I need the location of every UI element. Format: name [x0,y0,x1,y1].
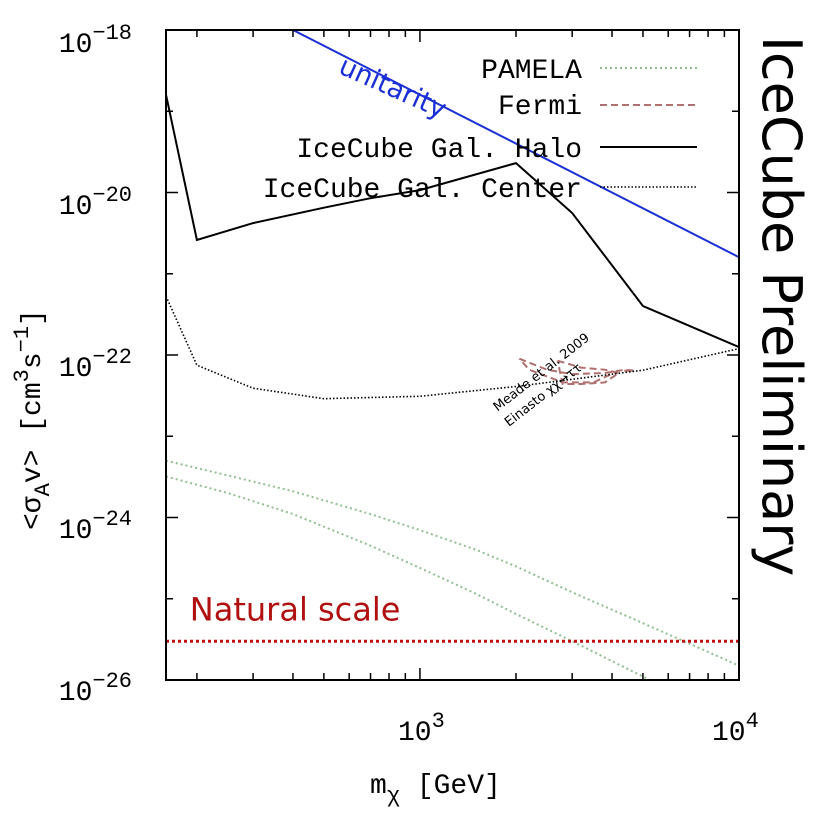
series-icecube-gal-center-line-0 [166,295,739,400]
x-axis-label: mχ [GeV] [370,771,501,809]
legend-label-fermi: Fermi [498,92,582,123]
legend: PAMELA Fermi IceCube Gal. Halo IceCube G… [263,56,697,206]
series-pamela-line-1 [166,459,739,667]
legend-label-center: IceCube Gal. Center [263,175,582,206]
legend-label-pamela: PAMELA [481,56,582,87]
tick-layer [166,29,740,681]
x-tick-label-2: 104 [712,709,759,749]
series-unitarity-line-0 [292,30,739,259]
y-tick-label-5: 10−26 [59,669,132,709]
series-layer [166,30,739,680]
series-icecube-gal-halo-line-0 [166,94,739,349]
watermark-text: IceCube Preliminary [750,36,813,576]
x-tick-label-1: 103 [398,709,445,749]
y-tick-label-3: 10−22 [59,345,132,385]
y-axis-label: <σAv> [cm3s−1] [10,309,56,530]
annotation-natural-scale: Natural scale [190,591,401,629]
y-tick-label-1: 10−18 [59,21,132,61]
legend-label-halo: IceCube Gal. Halo [296,135,582,166]
y-tick-label-2: 10−20 [59,183,132,223]
series-fermi-line-0 [518,357,635,384]
annotation-unitarity: unitarity [334,51,451,126]
series-fermi-line-1 [556,359,622,385]
y-tick-label-4: 10−24 [59,507,132,547]
